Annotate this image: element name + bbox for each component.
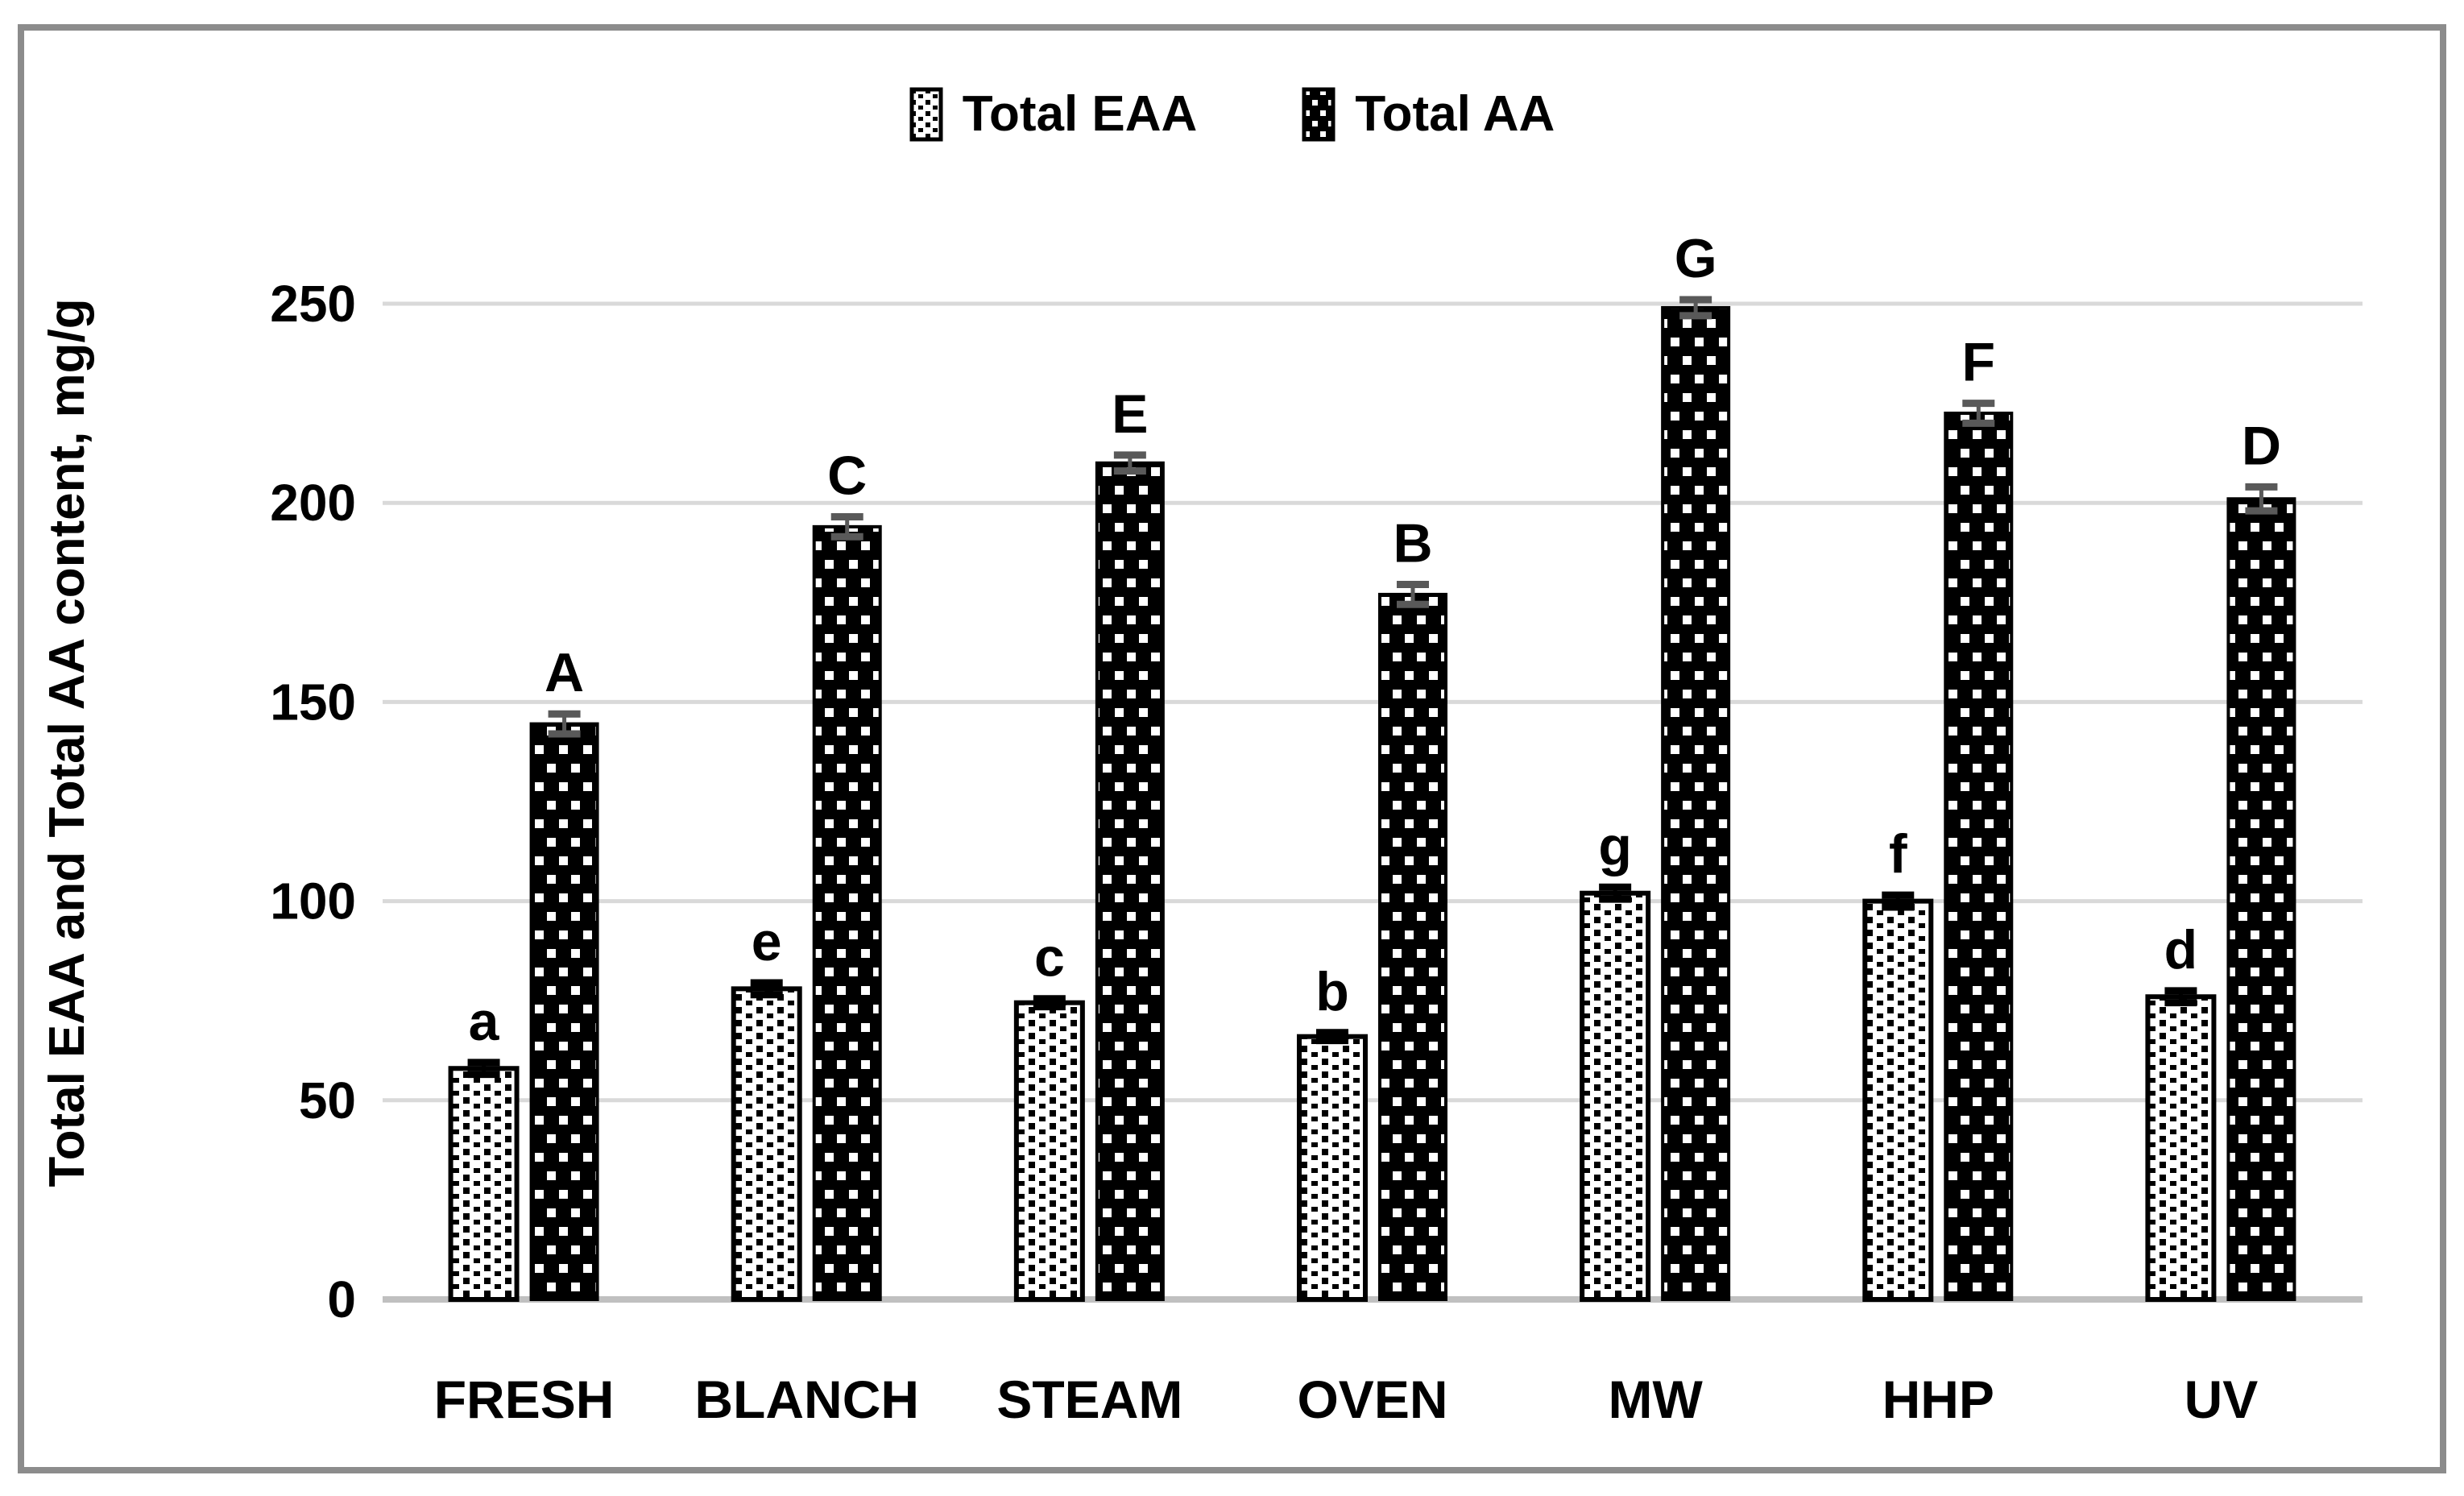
significance-letter-total-eaa-mw: g bbox=[1598, 815, 1632, 876]
bar-total-eaa-fresh bbox=[448, 1066, 520, 1303]
x-category-label-mw: MW bbox=[1609, 1370, 1704, 1429]
legend-item-total-eaa: Total EAA bbox=[909, 86, 1198, 142]
legend-item-total-aa: Total AA bbox=[1302, 87, 1555, 142]
y-tick-label-250: 250 bbox=[270, 275, 356, 333]
y-tick-label-150: 150 bbox=[270, 673, 356, 731]
significance-letter-total-eaa-hhp: f bbox=[1889, 823, 1907, 885]
figure-border bbox=[18, 24, 2446, 1473]
plot-area: 0 50 100 150 200 250 FRESH BLANCH STEAM OVEN MW HHP… bbox=[270, 228, 2363, 1429]
significance-letter-total-aa-oven: B bbox=[1393, 513, 1432, 574]
significance-letter-total-aa-mw: G bbox=[1675, 228, 1717, 289]
bar-total-aa-uv bbox=[2226, 497, 2296, 1301]
significance-letter-total-eaa-fresh: a bbox=[469, 991, 500, 1052]
bar-total-aa-fresh bbox=[529, 722, 599, 1301]
bar-total-eaa-uv bbox=[2145, 994, 2217, 1302]
significance-letter-total-eaa-steam: c bbox=[1034, 927, 1065, 988]
bar-total-aa-blanch bbox=[812, 524, 882, 1301]
legend-swatch-total-aa-icon bbox=[1302, 87, 1336, 142]
bar-total-eaa-steam bbox=[1013, 1000, 1085, 1302]
significance-letter-total-aa-blanch: C bbox=[827, 445, 867, 507]
y-tick-label-0: 0 bbox=[327, 1270, 356, 1328]
y-tick-label-50: 50 bbox=[299, 1071, 356, 1129]
bar-total-aa-oven bbox=[1378, 592, 1447, 1301]
bar-total-eaa-hhp bbox=[1862, 898, 1934, 1302]
significance-letter-total-aa-steam: E bbox=[1112, 383, 1148, 445]
x-category-label-blanch: BLANCH bbox=[694, 1370, 919, 1429]
x-category-label-fresh: FRESH bbox=[434, 1370, 615, 1429]
significance-letter-total-aa-hhp: F bbox=[1962, 332, 1996, 393]
y-tick-label-200: 200 bbox=[270, 474, 356, 532]
legend: Total EAA Total AA bbox=[0, 87, 2464, 142]
significance-letter-total-eaa-oven: b bbox=[1315, 961, 1349, 1022]
significance-letter-total-aa-uv: D bbox=[2242, 415, 2281, 476]
significance-letter-total-aa-fresh: A bbox=[545, 642, 584, 703]
significance-letter-total-eaa-uv: d bbox=[2164, 919, 2198, 980]
bar-total-eaa-oven bbox=[1297, 1034, 1368, 1303]
bar-total-eaa-blanch bbox=[731, 986, 802, 1303]
bar-total-eaa-mw bbox=[1580, 890, 1651, 1303]
bar-total-aa-hhp bbox=[1944, 411, 2014, 1302]
x-category-label-oven: OVEN bbox=[1297, 1370, 1447, 1429]
y-tick-label-100: 100 bbox=[270, 872, 356, 930]
x-category-label-hhp: HHP bbox=[1882, 1370, 1994, 1429]
x-category-label-uv: UV bbox=[2184, 1370, 2259, 1429]
legend-label-total-eaa: Total EAA bbox=[962, 86, 1198, 142]
legend-swatch-total-eaa-icon bbox=[909, 87, 943, 142]
x-category-label-steam: STEAM bbox=[996, 1370, 1182, 1429]
significance-letter-total-eaa-blanch: e bbox=[752, 911, 782, 972]
bar-total-aa-steam bbox=[1095, 461, 1165, 1301]
bar-total-aa-mw bbox=[1661, 305, 1731, 1302]
legend-label-total-aa: Total AA bbox=[1355, 86, 1555, 142]
